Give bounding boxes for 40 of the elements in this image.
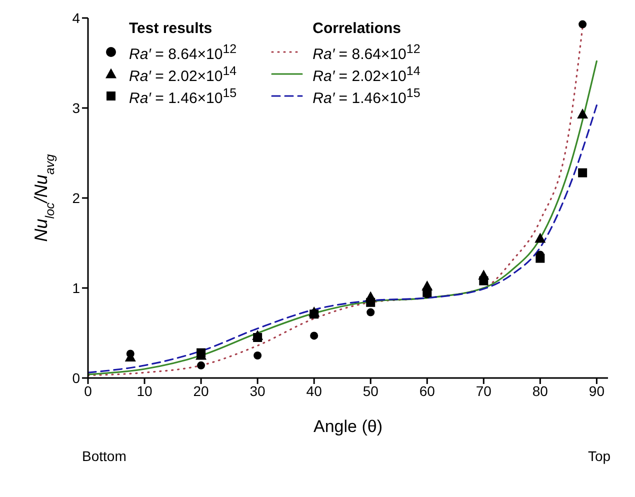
legend-label: Ra′ = 1.46×10$^{15}$ <box>312 86 420 106</box>
point <box>310 310 319 319</box>
x-tick-label: 90 <box>588 382 605 399</box>
x-tick-label: 20 <box>193 382 210 399</box>
point <box>196 348 206 358</box>
legend-label: Ra′ = 1.46×10$^{15}$ <box>129 86 237 106</box>
point <box>254 352 262 360</box>
point <box>253 333 262 342</box>
y-tick-label: 0 <box>72 370 80 386</box>
point <box>479 276 488 286</box>
text: Bottom <box>82 448 126 464</box>
legend-label: Ra′ = 2.02×10$^{14}$ <box>129 64 237 84</box>
x-tick-label: 50 <box>362 382 379 399</box>
legend-label: Ra′ = 8.64×10$^{12}$ <box>129 42 237 62</box>
y-tick-label: 4 <box>72 10 80 26</box>
annotation: Test results <box>129 20 214 37</box>
x-tick-label: 70 <box>476 382 492 399</box>
legend-label: Ra′ = 2.02×10$^{14}$ <box>312 64 420 84</box>
point <box>366 308 375 316</box>
point <box>578 20 587 28</box>
x-tick-label: 0 <box>84 382 92 399</box>
point <box>578 168 588 178</box>
text: Top <box>588 448 611 464</box>
x-tick-label: 10 <box>136 382 153 399</box>
y-tick-label: 1 <box>72 280 80 296</box>
annotation: Correlations <box>312 20 402 37</box>
x-axis-title: Angle (θ) <box>314 417 382 436</box>
point <box>310 332 318 340</box>
point <box>577 108 588 119</box>
point <box>536 254 545 263</box>
x-tick-label: 60 <box>419 382 436 399</box>
y-tick-label: 3 <box>72 100 80 116</box>
legend-label: Ra′ = 8.64×10$^{12}$ <box>312 42 420 62</box>
point <box>534 232 546 243</box>
x-tick-label: 40 <box>306 382 322 399</box>
point <box>197 361 206 370</box>
y-tick-label: 2 <box>72 190 80 206</box>
x-tick-label: 30 <box>250 382 266 399</box>
point <box>366 298 376 307</box>
x-tick-label: 80 <box>532 382 548 399</box>
